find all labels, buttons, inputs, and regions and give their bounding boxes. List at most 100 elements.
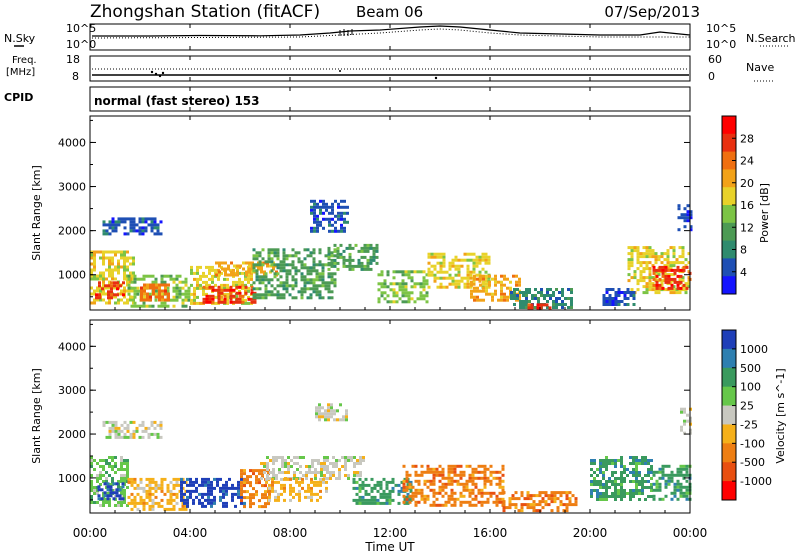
scatter-cell [114, 432, 118, 436]
scatter-cell [454, 258, 458, 262]
scatter-cell [138, 423, 142, 427]
scatter-cell [275, 456, 278, 459]
scatter-cell [555, 303, 558, 306]
x-tick-label: 16:00 [473, 526, 508, 540]
scatter-cell [108, 232, 112, 236]
scatter-cell [685, 470, 689, 474]
scatter-cell [123, 462, 126, 465]
scatter-cell [310, 211, 313, 215]
scatter-cell [482, 286, 485, 290]
scatter-cell [541, 497, 545, 501]
scatter-cell [111, 480, 114, 483]
scatter-cell [229, 297, 233, 301]
scatter-cell [629, 498, 632, 501]
scatter-cell [126, 423, 130, 427]
scatter-cell [241, 286, 244, 290]
scatter-cell [327, 287, 331, 291]
scatter-cell [664, 265, 668, 269]
scatter-cell [164, 286, 167, 290]
scatter-cell [342, 415, 345, 419]
scatter-cell [658, 283, 662, 287]
scatter-cell [555, 288, 558, 291]
scatter-cell [342, 249, 346, 253]
scatter-cell [339, 252, 343, 256]
scatter-cell [306, 254, 310, 258]
scatter-cell [243, 505, 246, 509]
scatter-cell [264, 296, 268, 300]
scatter-cell [108, 298, 111, 302]
scatter-cell [258, 481, 261, 485]
scatter-cell [678, 246, 682, 250]
scatter-cell [90, 274, 93, 278]
scatter-cell [114, 226, 118, 230]
scatter-cell [175, 283, 179, 287]
scatter-cell [414, 470, 418, 474]
scatter-cell [645, 285, 649, 289]
scatter-cell [243, 484, 246, 488]
scatter-cell [105, 477, 108, 480]
scatter-cell [398, 297, 402, 301]
scatter-cell [605, 483, 608, 486]
scatter-cell [481, 252, 485, 256]
scatter-cell [471, 470, 475, 474]
scatter-cell [422, 288, 426, 292]
scatter-cell [552, 306, 555, 309]
freq-left-tick-top: 18 [66, 53, 80, 66]
scatter-cell [154, 480, 158, 484]
scatter-cell [614, 498, 617, 501]
scatter-cell [417, 479, 421, 483]
scatter-cell [202, 289, 205, 293]
colorbar-swatch [722, 169, 736, 188]
scatter-cell [364, 477, 368, 481]
scatter-cell [241, 271, 244, 275]
scatter-cell [367, 501, 371, 505]
scatter-cell [291, 254, 295, 258]
scatter-cell [198, 501, 201, 505]
scatter-cell [386, 294, 390, 298]
scatter-cell [654, 255, 658, 259]
scatter-cell [683, 225, 687, 229]
scatter-cell [276, 272, 280, 276]
scatter-cell [495, 503, 499, 507]
scatter-cell [290, 465, 293, 468]
scatter-cell [602, 459, 605, 462]
scatter-cell [242, 267, 245, 271]
scatter-cell [339, 255, 343, 259]
scatter-cell [689, 228, 693, 232]
scatter-cell [321, 284, 325, 288]
scatter-cell [630, 249, 634, 253]
scatter-cell [317, 471, 320, 474]
scatter-cell [268, 498, 271, 502]
scatter-cell [654, 273, 658, 277]
scatter-cell [323, 456, 326, 459]
scatter-cell [325, 205, 328, 209]
scatter-cell [322, 205, 325, 209]
scatter-cell [364, 492, 368, 496]
scatter-cell [562, 509, 566, 513]
scatter-cell [420, 488, 424, 492]
scatter-cell [283, 477, 286, 481]
scatter-cell [477, 488, 481, 492]
scatter-cell [347, 459, 350, 462]
scatter-cell [151, 492, 155, 496]
scatter-cell [465, 485, 469, 489]
scatter-cell [198, 492, 201, 496]
scatter-cell [255, 293, 259, 297]
scatter-cell [489, 494, 493, 498]
scatter-cell [318, 272, 322, 276]
scatter-cell [315, 406, 318, 410]
scatter-cell [117, 301, 120, 305]
scatter-cell [236, 270, 239, 274]
scatter-cell [377, 282, 381, 286]
colorbar-swatch [722, 205, 736, 224]
scatter-cell [276, 254, 280, 258]
scatter-cell [280, 486, 283, 490]
scatter-cell [456, 464, 460, 468]
scatter-cell [623, 489, 626, 492]
scatter-cell [132, 262, 135, 266]
scatter-cell [271, 486, 274, 490]
scatter-cell [310, 229, 313, 233]
scatter-cell [611, 474, 614, 477]
scatter-cell [666, 258, 670, 262]
scatter-cell [679, 485, 683, 489]
